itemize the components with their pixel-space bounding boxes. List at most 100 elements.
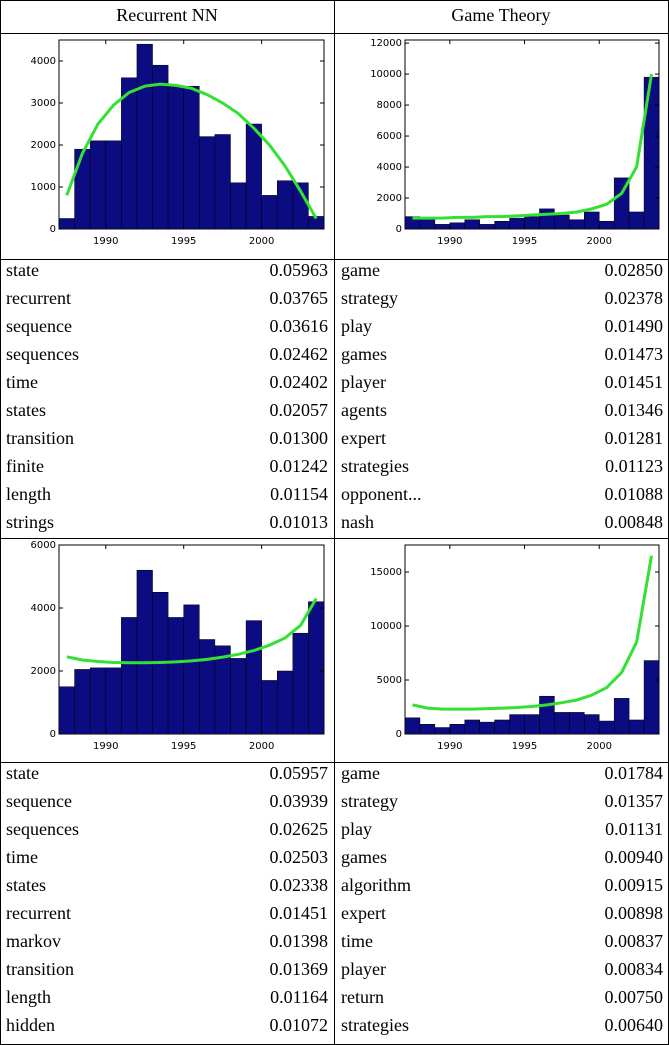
word: recurrent: [6, 288, 71, 308]
bar: [261, 195, 278, 230]
bar: [58, 686, 75, 735]
y-tick-label: 3000: [31, 98, 56, 109]
word: state: [6, 260, 39, 280]
y-tick-label: 8000: [377, 100, 402, 111]
probability: 0.01300: [270, 428, 329, 448]
word: strategies: [341, 1015, 409, 1035]
x-tick-label: 1995: [512, 236, 537, 247]
word: length: [6, 987, 51, 1007]
y-tick-label: 5000: [377, 675, 402, 686]
probability: 0.01088: [605, 484, 664, 504]
bar: [584, 211, 600, 230]
bar: [183, 85, 200, 230]
probability: 0.01123: [605, 456, 663, 476]
bar: [136, 43, 153, 230]
y-tick-label: 0: [50, 729, 56, 740]
word: sequences: [6, 344, 79, 364]
x-tick-label: 1990: [93, 741, 118, 752]
word: finite: [6, 456, 44, 476]
y-tick-label: 0: [50, 224, 56, 235]
column-header: Game Theory: [451, 5, 550, 25]
probability: 0.01346: [605, 400, 664, 420]
probability: 0.01490: [605, 316, 664, 336]
fit-curve: [412, 555, 654, 711]
bar: [613, 177, 630, 230]
bar: [308, 601, 325, 735]
word: agents: [341, 400, 387, 420]
bar: [509, 714, 525, 735]
y-tick-label: 0: [396, 729, 402, 740]
probability: 0.05963: [270, 260, 329, 280]
probability: 0.01281: [605, 428, 664, 448]
word: time: [6, 847, 38, 867]
probability: 0.00640: [605, 1015, 664, 1035]
y-tick-label: 12000: [370, 38, 402, 49]
bar: [464, 219, 480, 230]
probability: 0.02850: [605, 260, 664, 280]
fit-curve: [65, 82, 318, 220]
bar: [584, 714, 600, 735]
word: strategy: [341, 288, 398, 308]
probability: 0.02338: [270, 875, 329, 895]
word: game: [341, 763, 380, 783]
bar: [89, 140, 107, 230]
probability: 0.01473: [605, 344, 664, 364]
y-tick-label: 2000: [31, 666, 56, 677]
probability: 0.01154: [270, 484, 328, 504]
bar: [449, 222, 466, 230]
word: expert: [341, 903, 386, 923]
bar: [183, 604, 200, 735]
word: player: [341, 959, 386, 979]
probability: 0.02402: [270, 372, 329, 392]
y-tick-label: 6000: [31, 540, 56, 551]
probability: 0.01131: [605, 819, 663, 839]
word: strategy: [341, 791, 398, 811]
column-header: Recurrent NN: [116, 5, 217, 25]
word: markov: [6, 931, 61, 951]
probability: 0.03939: [270, 791, 329, 811]
probability: 0.03765: [270, 288, 329, 308]
bar: [569, 712, 585, 735]
bar: [434, 224, 451, 230]
probability: 0.02057: [270, 400, 329, 420]
word: expert: [341, 428, 386, 448]
probability: 0.01369: [270, 959, 329, 979]
word: nash: [341, 512, 374, 532]
word: play: [341, 316, 372, 336]
bar: [464, 719, 480, 735]
y-tick-label: 15000: [370, 567, 402, 578]
probability: 0.01784: [605, 763, 664, 783]
word: sequence: [6, 791, 72, 811]
word: opponent...: [341, 484, 422, 504]
bar: [479, 224, 495, 230]
bar: [167, 85, 184, 230]
word: games: [341, 847, 387, 867]
bar: [199, 639, 216, 735]
x-tick-label: 2000: [249, 236, 274, 247]
word: sequences: [6, 819, 79, 839]
bar: [58, 218, 75, 230]
word: algorithm: [341, 875, 411, 895]
bar: [276, 670, 294, 735]
bar: [613, 698, 630, 735]
bar: [509, 217, 525, 230]
probability: 0.00940: [605, 847, 664, 867]
bar: [261, 680, 278, 735]
probability: 0.00834: [605, 959, 664, 979]
bar: [539, 695, 555, 735]
bar: [230, 182, 247, 230]
x-tick-label: 1995: [512, 741, 537, 752]
bar: [74, 669, 91, 735]
word: hidden: [6, 1015, 55, 1035]
bar: [152, 64, 169, 230]
bar: [105, 667, 122, 735]
word: time: [6, 372, 38, 392]
bar: [434, 727, 451, 735]
x-tick-label: 1990: [437, 741, 462, 752]
bar: [105, 140, 122, 230]
bar: [524, 216, 540, 230]
bar: [479, 721, 495, 735]
probability: 0.01242: [270, 456, 329, 476]
y-tick-label: 6000: [377, 131, 402, 142]
probability: 0.02378: [605, 288, 664, 308]
